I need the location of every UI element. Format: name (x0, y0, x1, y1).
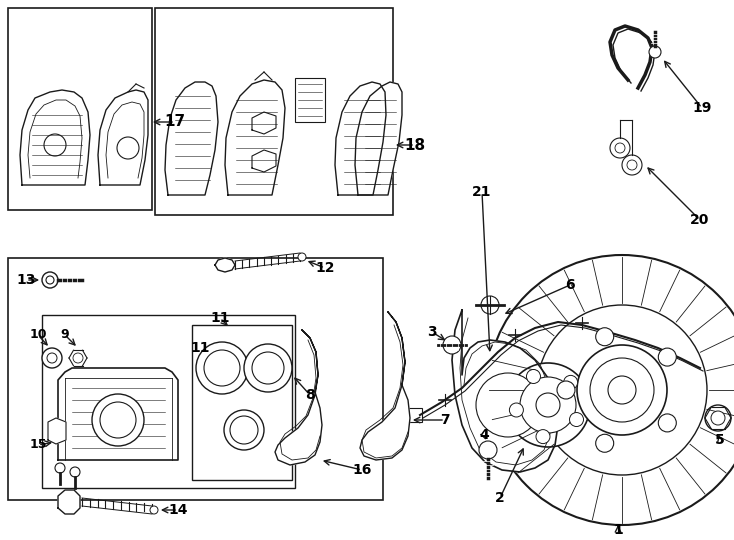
Polygon shape (98, 90, 148, 185)
Text: 9: 9 (61, 328, 69, 341)
Text: 6: 6 (565, 278, 575, 292)
Circle shape (610, 138, 630, 158)
Polygon shape (355, 82, 402, 195)
Text: 7: 7 (440, 413, 450, 427)
Circle shape (557, 381, 575, 399)
Text: 12: 12 (315, 261, 335, 275)
Circle shape (526, 369, 540, 383)
Text: 15: 15 (29, 438, 47, 451)
Circle shape (622, 155, 642, 175)
Circle shape (230, 416, 258, 444)
Polygon shape (20, 90, 90, 185)
Circle shape (536, 393, 560, 417)
Circle shape (244, 344, 292, 392)
Circle shape (537, 305, 707, 475)
Circle shape (564, 375, 578, 389)
Circle shape (55, 463, 65, 473)
Bar (295, 78, 325, 122)
Polygon shape (225, 80, 285, 195)
Bar (192, 325, 292, 480)
Text: 11: 11 (210, 311, 230, 325)
Polygon shape (58, 368, 178, 460)
Circle shape (70, 467, 80, 477)
Polygon shape (452, 310, 558, 472)
Text: 1: 1 (613, 523, 623, 537)
Text: 3: 3 (427, 325, 437, 339)
Circle shape (47, 353, 57, 363)
Text: 8: 8 (305, 388, 315, 402)
Polygon shape (252, 112, 276, 134)
Text: 11: 11 (190, 341, 210, 355)
Circle shape (443, 336, 461, 354)
Circle shape (658, 348, 676, 366)
Circle shape (487, 255, 734, 525)
Circle shape (42, 272, 58, 288)
Circle shape (298, 253, 306, 261)
Circle shape (481, 296, 499, 314)
Circle shape (608, 376, 636, 404)
Circle shape (570, 413, 584, 427)
Circle shape (44, 134, 66, 156)
Circle shape (100, 402, 136, 438)
Polygon shape (48, 418, 66, 444)
Circle shape (627, 160, 637, 170)
Circle shape (150, 506, 158, 514)
Circle shape (520, 377, 576, 433)
Circle shape (196, 342, 248, 394)
Circle shape (476, 373, 540, 437)
Circle shape (658, 414, 676, 432)
Text: 17: 17 (164, 114, 186, 130)
Circle shape (711, 411, 725, 425)
Text: 20: 20 (690, 213, 710, 227)
Text: 18: 18 (404, 138, 426, 152)
Bar (408, 408, 422, 422)
Text: 16: 16 (352, 463, 371, 477)
Text: 4: 4 (479, 428, 489, 442)
Circle shape (479, 441, 497, 459)
Text: 19: 19 (692, 101, 712, 115)
Polygon shape (360, 312, 410, 460)
Text: 13: 13 (16, 273, 36, 287)
Circle shape (649, 46, 661, 58)
Text: 21: 21 (472, 185, 492, 199)
Circle shape (204, 350, 240, 386)
Bar (8, 8, 152, 210)
Circle shape (117, 137, 139, 159)
Circle shape (590, 358, 654, 422)
Polygon shape (215, 258, 235, 272)
Circle shape (42, 348, 62, 368)
Circle shape (536, 430, 550, 443)
Polygon shape (335, 82, 386, 195)
Circle shape (705, 405, 731, 431)
Circle shape (252, 352, 284, 384)
Circle shape (92, 394, 144, 446)
Circle shape (224, 410, 264, 450)
Circle shape (509, 403, 523, 417)
Bar (42, 315, 295, 488)
Circle shape (596, 328, 614, 346)
Text: 5: 5 (715, 433, 725, 447)
Circle shape (506, 363, 590, 447)
Polygon shape (165, 82, 218, 195)
Circle shape (46, 276, 54, 284)
Polygon shape (275, 330, 322, 465)
Circle shape (577, 345, 667, 435)
Circle shape (73, 353, 83, 363)
Text: 10: 10 (29, 328, 47, 341)
Text: 14: 14 (168, 503, 188, 517)
Polygon shape (252, 150, 276, 172)
Polygon shape (58, 490, 80, 514)
Text: 2: 2 (495, 491, 505, 505)
Bar (8, 258, 383, 500)
Bar (155, 8, 393, 215)
Circle shape (615, 143, 625, 153)
Circle shape (596, 434, 614, 453)
